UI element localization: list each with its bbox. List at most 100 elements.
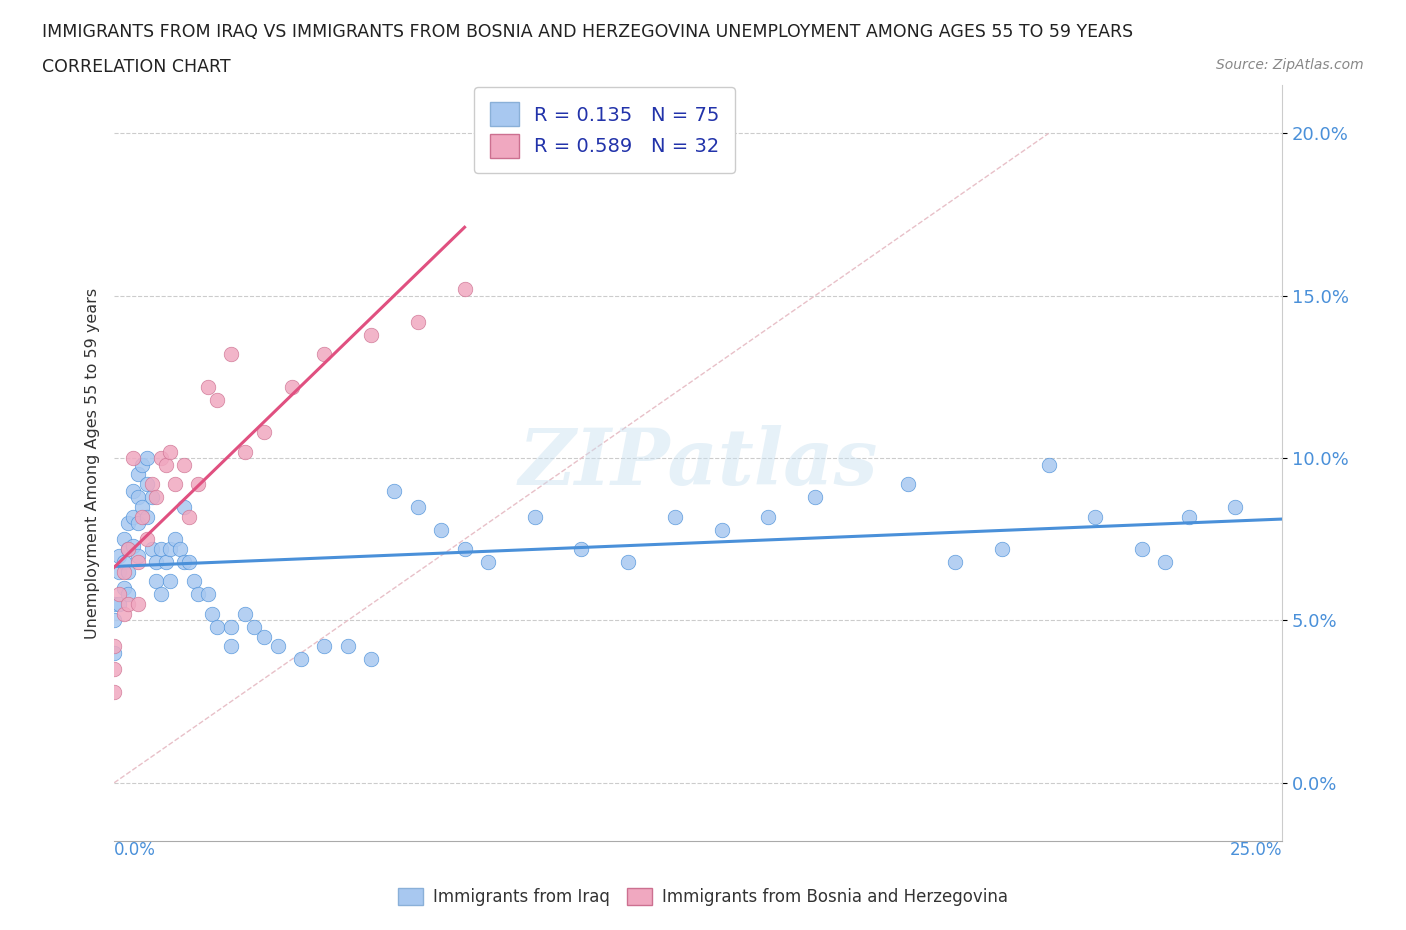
- Point: [804, 489, 827, 504]
- Point: [145, 554, 167, 569]
- Legend: R = 0.135   N = 75, R = 0.589   N = 32: R = 0.135 N = 75, R = 0.589 N = 32: [474, 86, 735, 173]
- Point: [664, 509, 686, 524]
- Point: [108, 597, 131, 612]
- Point: [103, 597, 125, 612]
- Point: [1225, 499, 1247, 514]
- Point: [569, 541, 592, 556]
- Point: [145, 489, 167, 504]
- Point: [1130, 541, 1153, 556]
- Point: [145, 574, 167, 589]
- Point: [177, 554, 200, 569]
- Point: [253, 630, 276, 644]
- Point: [187, 587, 209, 602]
- Point: [127, 489, 149, 504]
- Y-axis label: Unemployment Among Ages 55 to 59 years: Unemployment Among Ages 55 to 59 years: [86, 287, 100, 639]
- Point: [159, 574, 181, 589]
- Point: [127, 548, 149, 563]
- Point: [149, 451, 172, 466]
- Point: [280, 379, 302, 394]
- Point: [384, 483, 406, 498]
- Text: IMMIGRANTS FROM IRAQ VS IMMIGRANTS FROM BOSNIA AND HERZEGOVINA UNEMPLOYMENT AMON: IMMIGRANTS FROM IRAQ VS IMMIGRANTS FROM …: [42, 23, 1133, 41]
- Point: [141, 541, 163, 556]
- Point: [360, 327, 382, 342]
- Point: [155, 554, 177, 569]
- Point: [117, 587, 139, 602]
- Point: [233, 445, 256, 459]
- Point: [201, 606, 224, 621]
- Point: [117, 541, 139, 556]
- Point: [103, 684, 125, 699]
- Point: [173, 554, 195, 569]
- Point: [183, 574, 205, 589]
- Point: [149, 587, 172, 602]
- Text: 25.0%: 25.0%: [1230, 842, 1282, 859]
- Point: [122, 538, 145, 553]
- Point: [149, 541, 172, 556]
- Text: ZIPatlas: ZIPatlas: [519, 425, 877, 501]
- Point: [756, 509, 779, 524]
- Point: [219, 639, 242, 654]
- Point: [197, 587, 219, 602]
- Point: [141, 489, 163, 504]
- Point: [122, 451, 145, 466]
- Point: [141, 477, 163, 492]
- Point: [336, 639, 359, 654]
- Point: [117, 597, 139, 612]
- Point: [897, 477, 920, 492]
- Point: [112, 554, 135, 569]
- Point: [1038, 458, 1060, 472]
- Point: [122, 483, 145, 498]
- Point: [163, 477, 186, 492]
- Point: [187, 477, 209, 492]
- Point: [155, 458, 177, 472]
- Point: [108, 587, 131, 602]
- Point: [127, 467, 149, 482]
- Point: [112, 606, 135, 621]
- Point: [197, 379, 219, 394]
- Point: [267, 639, 290, 654]
- Point: [103, 645, 125, 660]
- Point: [127, 515, 149, 530]
- Point: [453, 541, 475, 556]
- Point: [205, 392, 228, 407]
- Point: [1177, 509, 1199, 524]
- Point: [135, 477, 157, 492]
- Point: [219, 619, 242, 634]
- Text: 0.0%: 0.0%: [114, 842, 156, 859]
- Point: [991, 541, 1014, 556]
- Point: [1084, 509, 1107, 524]
- Point: [477, 554, 499, 569]
- Point: [617, 554, 640, 569]
- Point: [131, 509, 153, 524]
- Point: [710, 522, 733, 537]
- Point: [163, 532, 186, 547]
- Point: [103, 661, 125, 676]
- Point: [135, 451, 157, 466]
- Point: [127, 597, 149, 612]
- Point: [173, 499, 195, 514]
- Point: [290, 652, 312, 667]
- Point: [243, 619, 266, 634]
- Point: [112, 580, 135, 595]
- Point: [135, 509, 157, 524]
- Point: [159, 445, 181, 459]
- Point: [1154, 554, 1177, 569]
- Point: [131, 458, 153, 472]
- Point: [103, 639, 125, 654]
- Point: [943, 554, 966, 569]
- Point: [453, 282, 475, 297]
- Legend: Immigrants from Iraq, Immigrants from Bosnia and Herzegovina: Immigrants from Iraq, Immigrants from Bo…: [391, 881, 1015, 912]
- Point: [406, 314, 429, 329]
- Point: [205, 619, 228, 634]
- Point: [108, 548, 131, 563]
- Point: [135, 532, 157, 547]
- Point: [127, 554, 149, 569]
- Point: [103, 613, 125, 628]
- Point: [219, 347, 242, 362]
- Point: [233, 606, 256, 621]
- Point: [177, 509, 200, 524]
- Point: [117, 541, 139, 556]
- Point: [131, 499, 153, 514]
- Point: [314, 639, 336, 654]
- Point: [314, 347, 336, 362]
